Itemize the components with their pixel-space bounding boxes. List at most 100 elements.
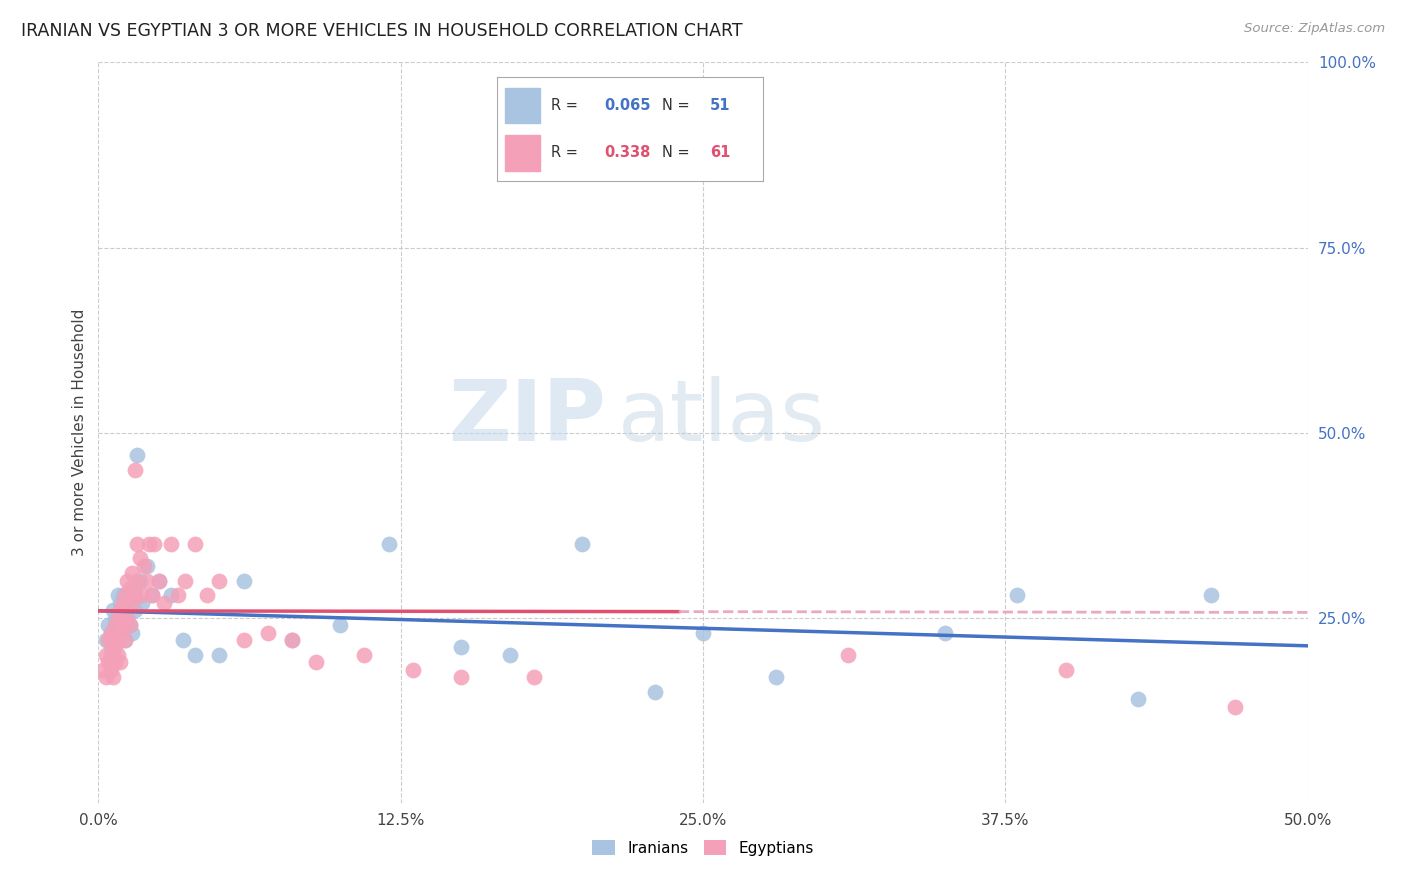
Point: [184, 536, 207, 550]
Text: atlas: atlas: [619, 376, 827, 459]
Point: [91, 663, 114, 677]
Point: [114, 632, 136, 647]
Point: [281, 632, 304, 647]
Point: [118, 618, 141, 632]
Point: [765, 670, 787, 684]
Point: [131, 589, 153, 603]
Point: [498, 648, 520, 662]
Point: [1054, 663, 1077, 677]
Point: [135, 574, 157, 588]
Point: [692, 625, 714, 640]
Point: [135, 558, 157, 573]
Y-axis label: 3 or more Vehicles in Household: 3 or more Vehicles in Household: [72, 309, 87, 557]
Point: [668, 152, 690, 166]
Point: [1128, 692, 1150, 706]
Point: [101, 632, 124, 647]
Point: [100, 625, 122, 640]
Point: [127, 448, 149, 462]
Point: [232, 632, 254, 647]
Point: [329, 618, 352, 632]
Point: [97, 618, 120, 632]
Point: [127, 536, 149, 550]
Point: [117, 574, 139, 588]
Point: [118, 589, 141, 603]
Point: [100, 648, 122, 662]
Point: [107, 589, 129, 603]
Point: [172, 632, 194, 647]
Point: [100, 663, 122, 677]
Point: [450, 640, 472, 655]
Point: [108, 596, 131, 610]
Point: [128, 551, 150, 566]
Point: [127, 574, 149, 588]
Point: [184, 648, 207, 662]
Point: [111, 618, 134, 632]
Point: [111, 589, 134, 603]
Point: [1223, 699, 1246, 714]
Point: [208, 648, 231, 662]
Point: [107, 632, 129, 647]
Point: [97, 655, 120, 669]
Point: [108, 625, 131, 640]
Point: [1199, 589, 1222, 603]
Point: [143, 536, 166, 550]
Point: [281, 632, 304, 647]
Point: [353, 648, 375, 662]
Point: [117, 610, 139, 624]
Point: [118, 618, 141, 632]
Point: [256, 625, 278, 640]
Point: [134, 558, 156, 573]
Legend: Iranians, Egyptians: Iranians, Egyptians: [586, 834, 820, 862]
Point: [107, 610, 129, 624]
Point: [111, 625, 134, 640]
Point: [174, 574, 197, 588]
Point: [94, 632, 117, 647]
Point: [101, 625, 124, 640]
Point: [167, 589, 190, 603]
Point: [128, 574, 150, 588]
Text: IRANIAN VS EGYPTIAN 3 OR MORE VEHICLES IN HOUSEHOLD CORRELATION CHART: IRANIAN VS EGYPTIAN 3 OR MORE VEHICLES I…: [21, 22, 742, 40]
Point: [111, 596, 134, 610]
Point: [108, 603, 131, 617]
Point: [208, 574, 231, 588]
Point: [108, 655, 131, 669]
Point: [94, 670, 117, 684]
Point: [160, 536, 183, 550]
Point: [104, 618, 127, 632]
Point: [837, 648, 859, 662]
Point: [104, 632, 127, 647]
Point: [107, 610, 129, 624]
Point: [100, 625, 122, 640]
Point: [114, 589, 136, 603]
Point: [117, 596, 139, 610]
Point: [108, 625, 131, 640]
Point: [131, 596, 153, 610]
Point: [121, 625, 143, 640]
Point: [104, 640, 127, 655]
Point: [104, 655, 127, 669]
Point: [121, 596, 143, 610]
Point: [934, 625, 956, 640]
Point: [644, 685, 666, 699]
Point: [101, 670, 124, 684]
Point: [141, 589, 163, 603]
Point: [141, 589, 163, 603]
Point: [101, 648, 124, 662]
Text: ZIP: ZIP: [449, 376, 606, 459]
Point: [138, 536, 160, 550]
Point: [118, 581, 141, 595]
Point: [100, 640, 122, 655]
Point: [124, 462, 146, 476]
Point: [450, 670, 472, 684]
Point: [94, 648, 117, 662]
Point: [148, 574, 170, 588]
Point: [111, 603, 134, 617]
Point: [97, 632, 120, 647]
Point: [101, 603, 124, 617]
Point: [107, 648, 129, 662]
Point: [104, 618, 127, 632]
Point: [377, 536, 399, 550]
Point: [160, 589, 183, 603]
Point: [121, 596, 143, 610]
Point: [117, 610, 139, 624]
